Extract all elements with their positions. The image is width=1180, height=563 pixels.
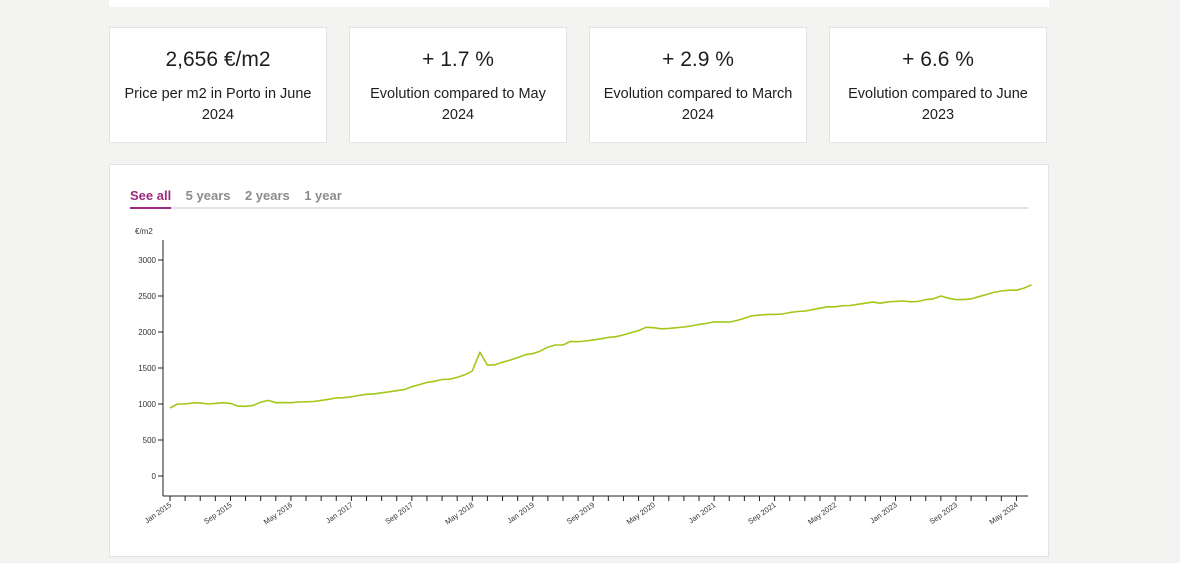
stat-label: Price per m2 in Porto in June 2024	[124, 86, 312, 123]
y-axis-unit-label: €/m2	[135, 227, 153, 236]
y-tick-label: 0	[152, 472, 157, 481]
tab-2-years[interactable]: 2 years	[244, 188, 290, 203]
x-tick-label: May 2024	[987, 500, 1019, 526]
x-tick-label: Sep 2015	[202, 500, 233, 526]
x-tick-label: May 2016	[262, 500, 294, 526]
period-tabs: See all 5 years 2 years 1 year	[130, 187, 1028, 209]
x-tick-label: Jan 2017	[324, 500, 354, 525]
stat-label: Evolution compared to May 2024	[370, 86, 546, 123]
stat-card-monthly-evolution: + 1.7 % Evolution compared to May 2024	[349, 27, 567, 143]
tab-see-all[interactable]: See all	[130, 188, 172, 209]
x-tick-label: Sep 2017	[384, 500, 415, 526]
stat-value: 2,656 €/m2	[165, 48, 271, 71]
y-tick-label: 500	[143, 436, 157, 445]
stat-card-price: 2,656 €/m2 Price per m2 in Porto in June…	[109, 27, 327, 143]
stat-card-quarterly-evolution: + 2.9 % Evolution compared to March 2024	[589, 27, 807, 143]
top-panel-edge	[109, 0, 1049, 7]
stat-card-yearly-evolution: + 6.6 % Evolution compared to June 2023	[829, 27, 1047, 143]
x-tick-label: Sep 2019	[565, 500, 596, 526]
stat-label: Evolution compared to March 2024	[603, 86, 793, 123]
tab-5-years[interactable]: 5 years	[185, 188, 231, 203]
y-tick-label: 1500	[138, 364, 156, 373]
x-tick-label: Jan 2015	[143, 500, 173, 525]
y-tick-label: 2000	[138, 328, 156, 337]
tab-1-year[interactable]: 1 year	[304, 188, 342, 203]
y-tick-label: 3000	[138, 256, 156, 265]
y-tick-label: 2500	[138, 292, 156, 301]
stat-label: Evolution compared to June 2023	[848, 86, 1028, 123]
stat-value: + 2.9 %	[662, 48, 734, 71]
stat-value: + 1.7 %	[422, 48, 494, 71]
x-tick-label: Sep 2023	[928, 500, 959, 526]
x-tick-label: Jan 2023	[868, 500, 898, 525]
x-tick-label: May 2018	[443, 500, 475, 526]
x-tick-label: Sep 2021	[746, 500, 777, 526]
x-tick-label: May 2022	[806, 500, 838, 526]
y-tick-label: 1000	[138, 400, 156, 409]
price-chart-card: See all 5 years 2 years 1 year €/m2 0 500…	[109, 164, 1049, 557]
x-tick-label: May 2020	[625, 500, 657, 526]
x-tick-label: Jan 2019	[505, 500, 535, 525]
x-tick-label: Jan 2021	[687, 500, 717, 525]
stat-value: + 6.6 %	[902, 48, 974, 71]
price-line-chart: €/m2 0 500 1000 1500 2000 2500 3000 Jan 2015 Se…	[135, 227, 1032, 527]
price-series-line	[169, 284, 1032, 409]
